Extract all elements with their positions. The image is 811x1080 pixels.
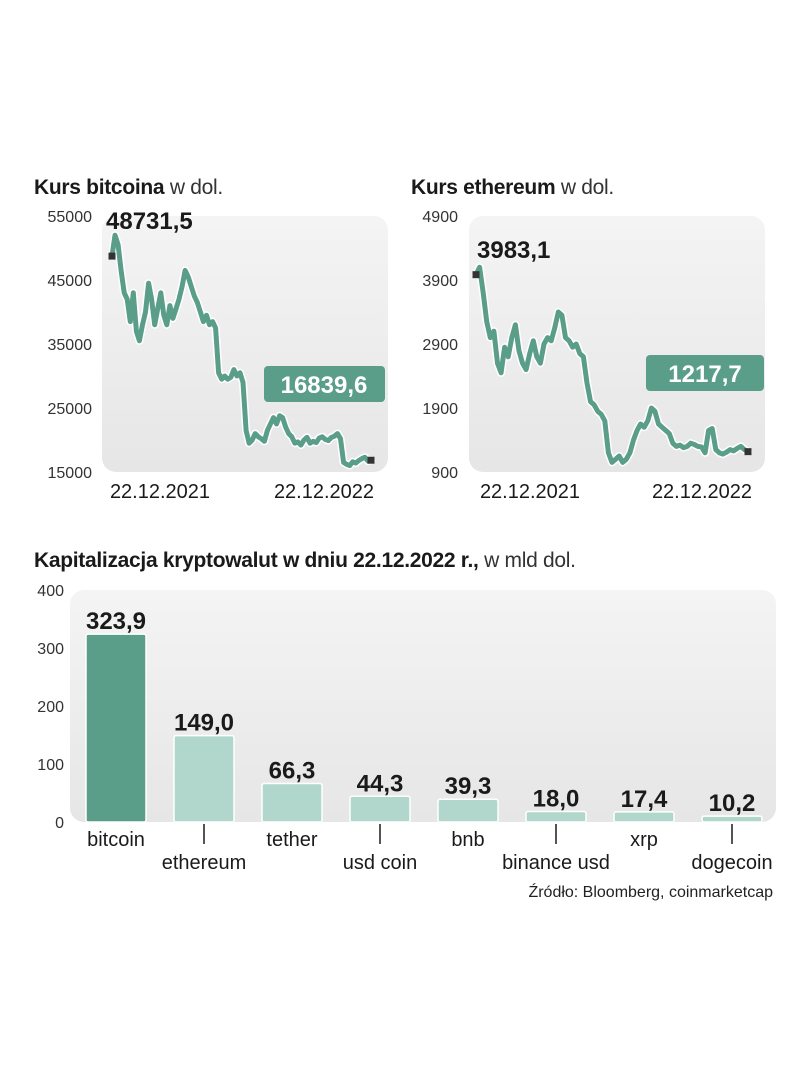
ethereum-y-tick-label: 4900 <box>422 209 458 226</box>
ethereum-end-value-label: 1217,7 <box>668 361 741 388</box>
bar-value-label: 149,0 <box>174 710 234 737</box>
bitcoin-y-tick-label: 55000 <box>48 209 93 226</box>
bitcoin-start-point <box>108 252 116 260</box>
capitalization-title-unit: w mld dol. <box>484 549 576 572</box>
category-label: usd coin <box>343 852 418 874</box>
capitalization-y-tick-label: 400 <box>37 583 64 600</box>
bitcoin-y-tick-label: 35000 <box>48 337 93 354</box>
bitcoin-chart-title: Kurs bitcoina w dol. <box>34 176 223 200</box>
bitcoin-chart-panel <box>102 216 388 472</box>
ethereum-title-unit: w dol. <box>560 176 614 199</box>
capitalization-y-tick-label: 300 <box>37 641 64 658</box>
ethereum-end-point <box>744 448 752 456</box>
ethereum-price-line <box>473 264 751 465</box>
bar-value-label: 10,2 <box>709 790 756 817</box>
source-note: Źródło: Bloomberg, coinmarketcap <box>528 884 773 901</box>
capitalization-chart-panel <box>70 590 776 822</box>
bitcoin-y-tick-label: 25000 <box>48 401 93 418</box>
category-label: binance usd <box>502 852 610 874</box>
category-label: dogecoin <box>691 852 772 874</box>
capitalization-y-tick-label: 0 <box>55 815 64 832</box>
ethereum-title-bold: Kurs ethereum <box>411 176 556 199</box>
ethereum-end-value-box <box>646 355 764 391</box>
ethereum-date-start: 22.12.2021 <box>480 481 580 503</box>
bar-ethereum <box>173 734 235 823</box>
bitcoin-date-start: 22.12.2021 <box>110 481 210 503</box>
capitalization-title-bold: Kapitalizacja kryptowalut w dniu 22.12.2… <box>34 549 479 572</box>
bar-value-label: 18,0 <box>533 786 580 813</box>
bar-value-label: 66,3 <box>269 758 316 785</box>
bitcoin-title-unit: w dol. <box>169 176 223 199</box>
bitcoin-end-value-label: 16839,6 <box>281 372 368 399</box>
bitcoin-price-line <box>109 232 374 469</box>
ethereum-y-tick-label: 3900 <box>422 273 458 290</box>
category-label: ethereum <box>162 852 247 874</box>
ethereum-chart-title: Kurs ethereum w dol. <box>411 176 614 200</box>
capitalization-chart: 0 100 200 300 400 323,9 bitcoin 149,0 ethereum 6… <box>37 583 776 874</box>
bar-bnb <box>437 798 499 823</box>
capitalization-y-tick-label: 100 <box>37 757 64 774</box>
ethereum-start-point <box>472 271 480 279</box>
bitcoin-end-value-box <box>264 366 385 402</box>
bar-tether <box>261 782 323 823</box>
ethereum-y-tick-label: 1900 <box>422 401 458 418</box>
capitalization-chart-title: Kapitalizacja kryptowalut w dniu 22.12.2… <box>34 549 576 573</box>
ethereum-start-value-label: 3983,1 <box>477 237 550 264</box>
bar-xrp <box>613 811 675 823</box>
bar-value-label: 44,3 <box>357 770 404 797</box>
bitcoin-end-point <box>367 456 375 464</box>
category-label: tether <box>266 829 317 851</box>
ethereum-chart-panel <box>469 216 765 472</box>
bitcoin-date-end: 22.12.2022 <box>274 481 374 503</box>
ethereum-y-tick-label: 2900 <box>422 337 458 354</box>
bar-usd-coin <box>349 795 411 823</box>
bitcoin-y-tick-label: 45000 <box>48 273 93 290</box>
category-label: xrp <box>630 829 658 851</box>
bar-binance-usd <box>525 810 587 823</box>
bar-bitcoin <box>85 633 147 823</box>
bitcoin-chart: 15000 25000 35000 45000 55000 48731,5 16839,… <box>48 208 388 503</box>
ethereum-y-tick-label: 900 <box>431 465 458 482</box>
bar-value-label: 39,3 <box>445 773 492 800</box>
bar-value-label: 323,9 <box>86 608 146 635</box>
category-label: bnb <box>451 829 484 851</box>
bitcoin-start-value-label: 48731,5 <box>106 208 193 235</box>
bitcoin-y-tick-label: 15000 <box>48 465 93 482</box>
bar-value-label: 17,4 <box>621 786 668 813</box>
bitcoin-title-bold: Kurs bitcoina <box>34 176 165 199</box>
ethereum-date-end: 22.12.2022 <box>652 481 752 503</box>
category-label: bitcoin <box>87 829 145 851</box>
capitalization-y-tick-label: 200 <box>37 699 64 716</box>
bar-dogecoin <box>701 815 763 823</box>
ethereum-chart: 900 1900 2900 3900 4900 3983,1 1217,7 22.12.… <box>422 209 765 503</box>
